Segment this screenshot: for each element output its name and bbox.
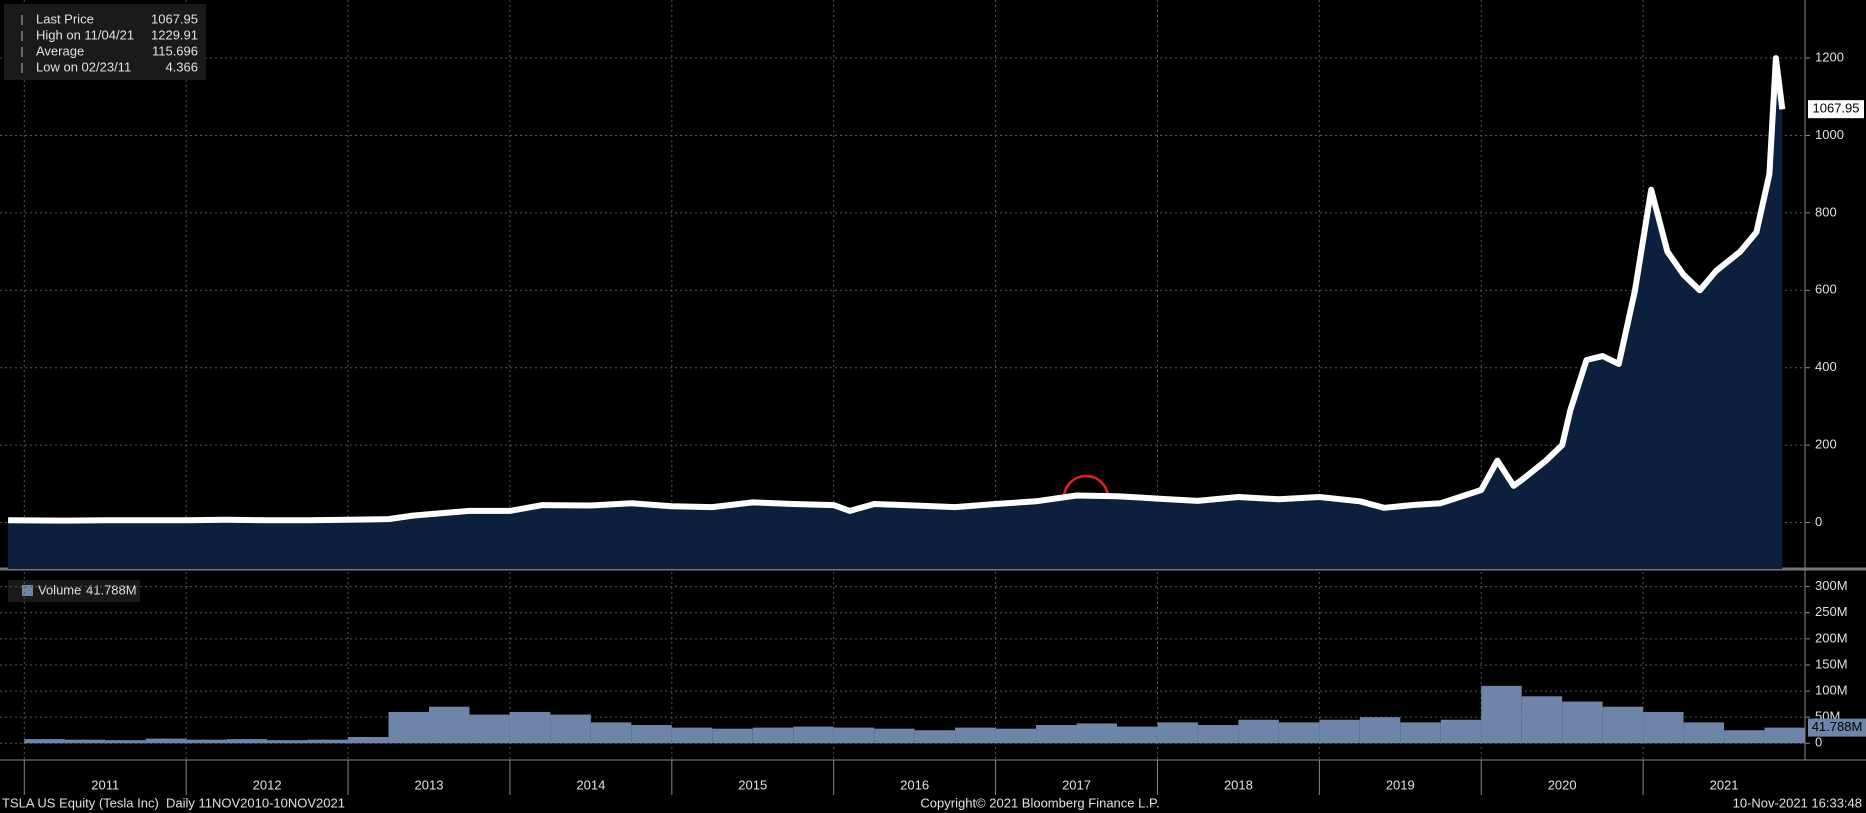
- volume-bar: [671, 727, 713, 744]
- y-tick-label: 400: [1815, 359, 1837, 374]
- last-price-tag: [1808, 100, 1864, 119]
- x-tick-label: 2021: [1710, 777, 1739, 792]
- x-tick-label: 2013: [415, 777, 444, 792]
- volume-bar: [1683, 722, 1725, 744]
- footer-center: Copyright© 2021 Bloomberg Finance L.P.: [920, 795, 1159, 810]
- volume-bar: [1036, 725, 1077, 744]
- y-tick-label: 150M: [1815, 656, 1848, 671]
- legend-label: Average: [36, 43, 84, 58]
- x-tick-label: 2017: [1062, 777, 1091, 792]
- footer-right: 10-Nov-2021 16:33:48: [1733, 795, 1862, 810]
- volume-bar: [307, 739, 349, 744]
- volume-bar: [469, 714, 510, 744]
- x-tick-label: 2011: [91, 777, 119, 792]
- volume-bar: [145, 738, 187, 744]
- volume-bar: [24, 739, 65, 744]
- volume-bar: [226, 739, 268, 744]
- y-tick-label: 250M: [1815, 604, 1848, 619]
- x-tick-label: 2020: [1548, 777, 1577, 792]
- y-tick-label: 600: [1815, 282, 1837, 297]
- footer-left: TSLA US Equity (Tesla Inc) Daily 11NOV20…: [2, 795, 345, 810]
- volume-bar: [1602, 706, 1644, 744]
- legend-box: [4, 4, 206, 80]
- volume-bar: [388, 711, 429, 744]
- volume-bar: [1724, 730, 1765, 744]
- y-tick-label: 100M: [1815, 683, 1848, 698]
- y-tick-label: 1200: [1815, 49, 1844, 64]
- volume-bar: [550, 714, 591, 744]
- x-tick-label: 2016: [900, 777, 929, 792]
- volume-bar: [1157, 722, 1198, 744]
- volume-bar: [874, 728, 915, 744]
- x-tick-label: 2015: [738, 777, 767, 792]
- last-volume-tag-label: 41.788M: [1812, 719, 1863, 734]
- volume-bar: [1238, 719, 1279, 744]
- volume-bar: [1359, 717, 1401, 744]
- y-tick-label: 200: [1815, 437, 1837, 452]
- legend-label: Low on 02/23/11: [36, 59, 131, 74]
- volume-bar: [752, 727, 794, 744]
- legend-value: 4.366: [165, 59, 198, 74]
- legend-label: High on 11/04/21: [36, 27, 134, 42]
- x-tick-label: 2012: [253, 777, 282, 792]
- volume-bar: [631, 725, 672, 744]
- volume-bar: [1197, 725, 1239, 744]
- volume-bar: [105, 740, 146, 744]
- volume-bar: [590, 722, 632, 744]
- volume-bar: [1278, 722, 1320, 744]
- volume-legend-label: Volume: [38, 582, 81, 597]
- volume-bar: [1116, 726, 1158, 744]
- volume-bar: [1076, 723, 1117, 744]
- volume-bar: [1764, 727, 1805, 744]
- y-tick-label: 0: [1815, 735, 1822, 750]
- volume-bar: [1319, 719, 1360, 744]
- volume-legend-swatch: [22, 585, 33, 596]
- price-area: [8, 58, 1783, 569]
- last-price-tag-label: 1067.95: [1813, 101, 1860, 116]
- volume-bar: [995, 728, 1037, 744]
- volume-bar: [1400, 722, 1441, 744]
- volume-bar: [1562, 701, 1603, 744]
- price-line: [8, 55, 1786, 524]
- volume-bar: [1521, 696, 1563, 744]
- volume-legend-box: [8, 580, 140, 602]
- volume-bar: [1440, 719, 1482, 744]
- volume-bar: [186, 739, 227, 744]
- price-legend: Last Price 1067.95 High on 11/04/21 1229.91…: [4, 4, 206, 80]
- x-tick-label: 2019: [1386, 777, 1415, 792]
- y-tick-label: 300M: [1815, 578, 1848, 593]
- volume-bar: [267, 740, 308, 744]
- volume-bar: [793, 726, 834, 744]
- y-tick-label: 1000: [1815, 127, 1844, 142]
- legend-value: 1067.95: [151, 11, 198, 26]
- volume-bar: [64, 739, 106, 744]
- y-tick-label: 0: [1815, 514, 1822, 529]
- volume-bar: [833, 727, 875, 744]
- x-tick-label: 2014: [576, 777, 605, 792]
- volume-bar: [914, 730, 956, 744]
- y-tick-label: 800: [1815, 204, 1837, 219]
- volume-bar: [712, 728, 753, 744]
- volume-bar: [1643, 711, 1684, 744]
- volume-legend-value: 41.788M: [86, 582, 137, 597]
- last-volume-tag: [1808, 718, 1866, 737]
- volume-bar: [348, 737, 389, 744]
- legend-label: Last Price: [36, 11, 94, 26]
- volume-bar: [509, 711, 551, 744]
- x-tick-label: 2018: [1224, 777, 1253, 792]
- legend-value: 115.696: [152, 43, 198, 58]
- y-tick-label: 200M: [1815, 630, 1848, 645]
- volume-bar: [1481, 685, 1522, 744]
- volume-bar: [428, 706, 470, 744]
- legend-value: 1229.91: [151, 27, 198, 42]
- volume-bar: [955, 727, 996, 744]
